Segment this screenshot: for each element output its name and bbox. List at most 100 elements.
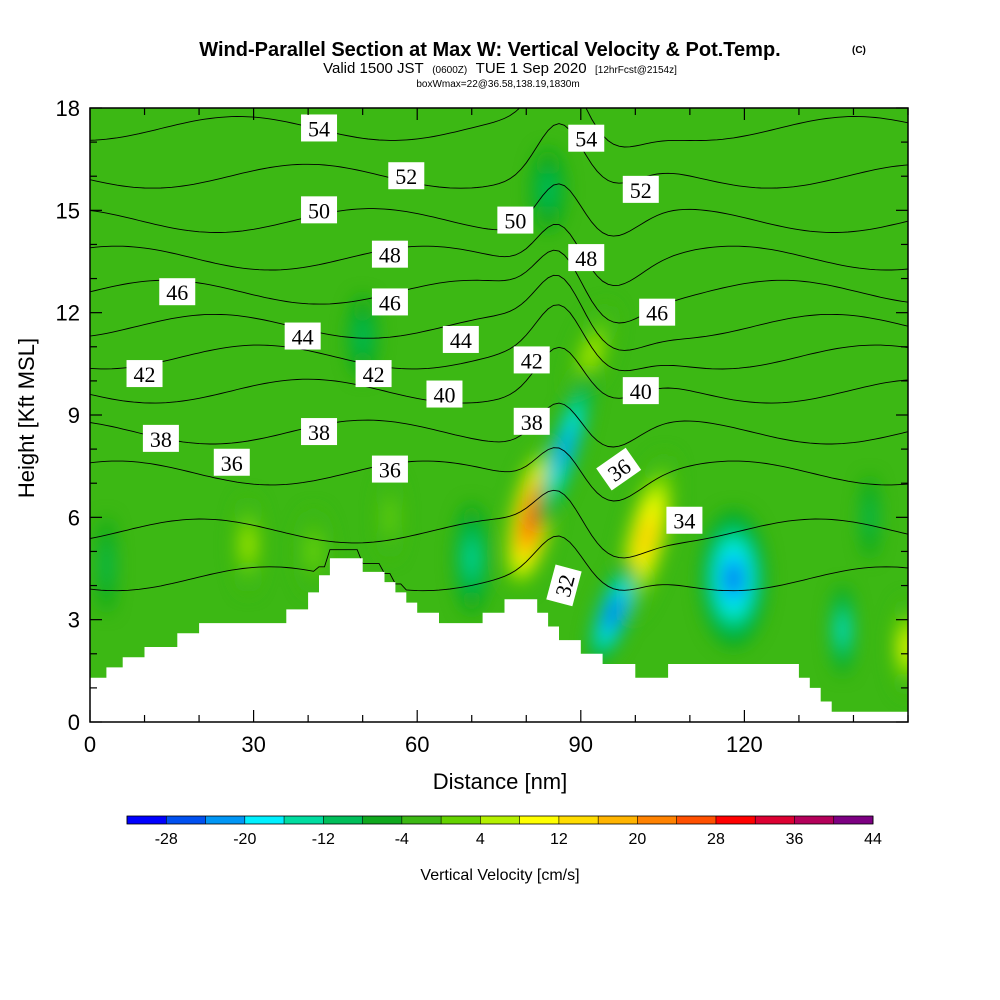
contour-label-box [301, 418, 338, 446]
contour-label-text: 46 [379, 290, 401, 315]
contour-label-text: 40 [433, 383, 455, 408]
colorbar-tick-label: -28 [155, 831, 178, 848]
contour-label-text: 46 [646, 301, 668, 326]
colorbar-swatch [794, 816, 835, 824]
velocity-cell-band [559, 436, 570, 463]
contour-label-text: 44 [292, 325, 314, 350]
velocity-cell [861, 476, 879, 559]
velocity-cell [891, 599, 908, 695]
contour-label-box [546, 564, 582, 607]
colorbar: -28 -20 -12 -4 4 12 20 28 36 44 [126, 815, 882, 848]
velocity-cell-band [641, 523, 652, 552]
y-tick-label: 0 [68, 710, 80, 735]
velocity-cell [455, 503, 489, 613]
isentrope-line [90, 447, 908, 502]
y-tick-label: 9 [68, 403, 80, 428]
colorbar-frame [126, 815, 874, 825]
isentrope-line [90, 123, 908, 189]
contour-label-text: 40 [630, 379, 652, 404]
colorbar-tick-label: 20 [629, 831, 647, 848]
contour-label: 32 [546, 564, 582, 607]
contour-label-box [497, 206, 534, 234]
contour-label-box [513, 407, 550, 435]
subtitle-date: TUE 1 Sep 2020 [476, 60, 587, 77]
contour-label: 40 [622, 377, 659, 405]
contour-label-box [639, 298, 676, 326]
contour-label: 38 [513, 407, 550, 435]
colorbar-swatch [637, 816, 677, 824]
contour-label-box [284, 322, 321, 350]
contour-label: 36 [371, 455, 408, 483]
contour-label-text: 44 [450, 328, 472, 353]
contour-label: 48 [371, 240, 408, 268]
colorbar-swatch [284, 816, 324, 824]
contour-label: 54 [301, 114, 338, 142]
colorbar-swatch [755, 816, 795, 824]
contour-label: 54 [568, 124, 605, 152]
contour-label-box [213, 448, 250, 476]
subtitle-forecast: [12hrFcst@2154z] [595, 65, 677, 76]
velocity-cell-band [466, 540, 478, 577]
contour-label-box [568, 244, 605, 272]
contour-label-box [568, 124, 605, 152]
velocity-cell [379, 476, 401, 559]
contour-label-text: 46 [166, 280, 188, 305]
y-axis-label: Height [Kft MSL] [14, 338, 39, 498]
x-tick-label: 60 [405, 732, 429, 757]
contour-label-text: 50 [504, 209, 526, 234]
colorbar-swatch [676, 816, 717, 824]
colorbar-tick-label: 12 [550, 831, 568, 848]
velocity-cell-band [243, 528, 253, 561]
colorbar-label: Vertical Velocity [cm/s] [420, 867, 579, 884]
contour-label: 42 [355, 360, 392, 388]
velocity-cell-band [903, 635, 908, 659]
contour-label-text: 38 [150, 427, 172, 452]
isentrope-line [90, 249, 908, 324]
isentrope-line [90, 489, 908, 559]
contour-label-text: 42 [134, 362, 156, 387]
isentrope-line [90, 535, 908, 592]
contour-label-text: 48 [575, 246, 597, 271]
velocity-cell [297, 510, 330, 593]
contour-label-box [622, 377, 659, 405]
contour-label-text: 38 [521, 410, 543, 435]
velocity-cell [234, 496, 262, 593]
contour-label: 44 [284, 322, 321, 350]
colorbar-swatch [833, 816, 874, 824]
contour-label-text: 36 [379, 458, 401, 483]
contour-label: 50 [497, 206, 534, 234]
x-tick-label: 90 [569, 732, 593, 757]
isentrope-line [90, 304, 908, 372]
contour-label-text: 52 [395, 164, 417, 189]
contour-label-box [126, 360, 163, 388]
colorbar-swatch [441, 816, 481, 824]
contour-label: 52 [388, 162, 425, 190]
velocity-cell-band [102, 541, 111, 589]
velocity-cell-band [839, 618, 846, 641]
colorbar-swatch [519, 816, 560, 824]
contour-label-text: 48 [379, 243, 401, 268]
contour-label: 38 [301, 418, 338, 446]
velocity-cell-band [865, 496, 874, 538]
subtitle-utc: (0600Z) [432, 65, 467, 76]
velocity-cell [98, 517, 115, 613]
colorbar-swatch [715, 816, 756, 824]
y-tick-label: 6 [68, 505, 80, 530]
velocity-cell [349, 295, 377, 378]
colorbar-tick-label: -20 [233, 831, 256, 848]
contour-label-box [666, 506, 703, 534]
colorbar-swatch [401, 816, 442, 824]
contour-label: 42 [513, 346, 550, 374]
contour-label-text: 38 [308, 420, 330, 445]
plot-area: 54 54 52 52 50 50 48 48 46 46 46 44 44 42 42 42 40 40 38 38… [90, 108, 908, 722]
colorbar-tick-label: 44 [864, 831, 882, 848]
contour-label-text: 42 [363, 362, 385, 387]
velocity-cell-band [355, 316, 370, 358]
isentrope-line [90, 402, 908, 448]
contour-label-box [371, 240, 408, 268]
colorbar-swatch [480, 816, 520, 824]
contour-label-box [388, 162, 425, 190]
contour-label-box [301, 196, 338, 224]
contour-label-text: 54 [308, 116, 330, 141]
terrain [90, 558, 908, 722]
